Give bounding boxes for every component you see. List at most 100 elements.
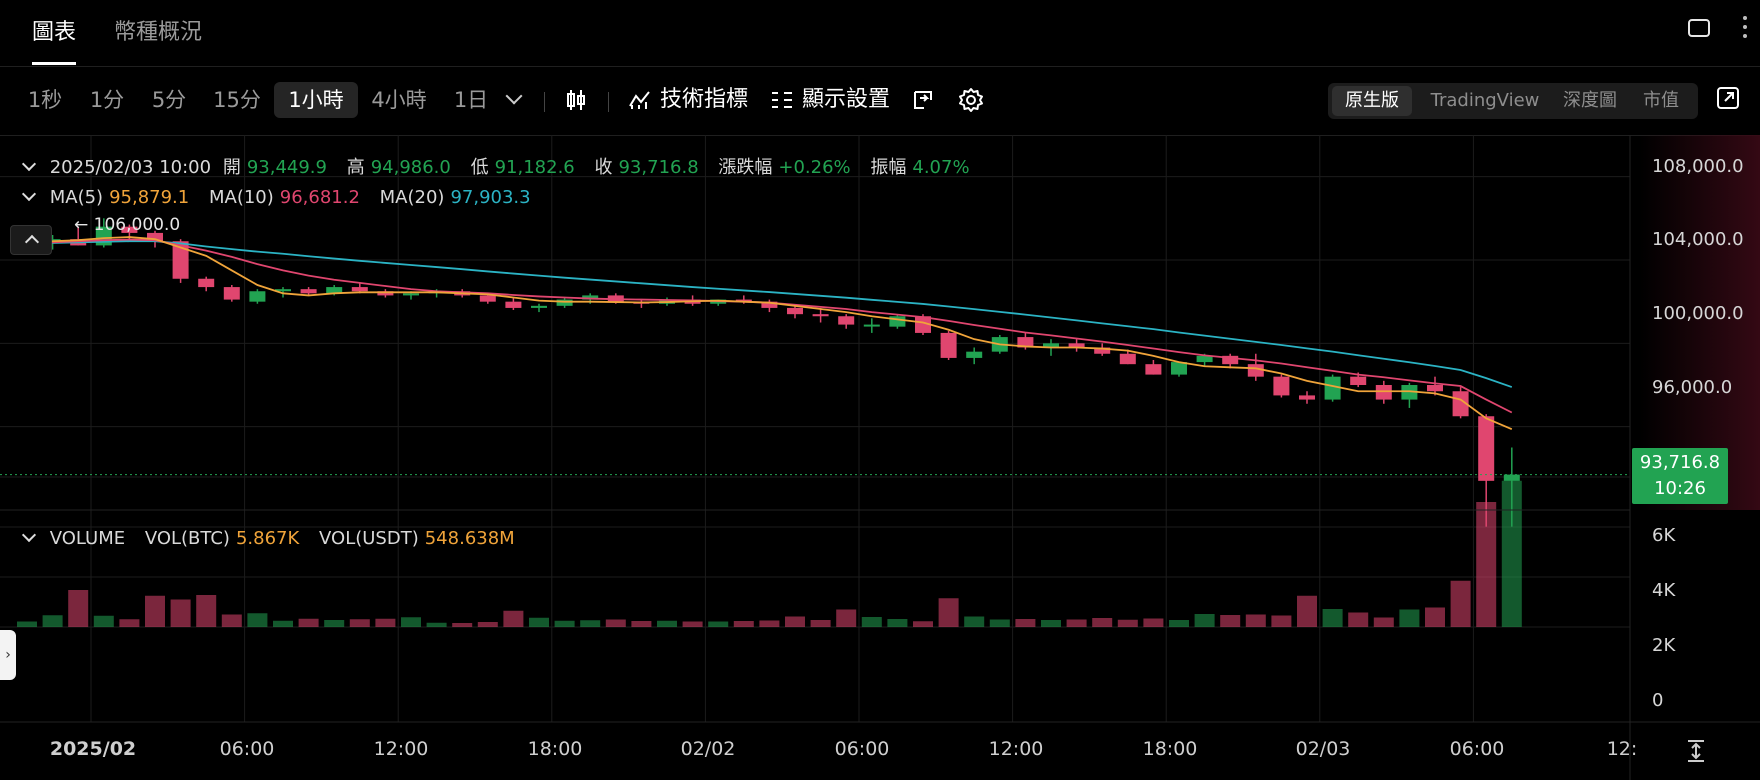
x-tick-label: 06:00 xyxy=(219,738,275,760)
view-depth[interactable]: 深度圖 xyxy=(1563,90,1617,111)
collapse-legend-icon[interactable] xyxy=(21,156,37,172)
y-tick-label: 96,000.0 xyxy=(1652,377,1733,398)
snapshot-button[interactable] xyxy=(912,82,944,118)
volume-legend: VOLUME VOL(BTC) 5.867K VOL(USDT) 548.638M xyxy=(20,527,529,549)
volume-bar xyxy=(1220,615,1241,627)
volume-bar xyxy=(170,599,191,627)
timeframe-1s[interactable]: 1秒 xyxy=(27,88,63,112)
active-tab-indicator xyxy=(32,62,76,65)
volume-bar xyxy=(1245,614,1266,627)
view-native[interactable]: 原生版 xyxy=(1332,86,1412,116)
candle-body xyxy=(787,307,803,315)
volume-bar xyxy=(324,620,345,627)
candlestick-chart[interactable] xyxy=(0,135,1760,780)
candle-body xyxy=(249,291,266,302)
candle-body xyxy=(505,301,522,308)
collapse-volume-icon[interactable] xyxy=(21,527,37,543)
candle-body xyxy=(863,324,880,327)
x-tick-label: 06:00 xyxy=(1449,738,1505,760)
candle-body xyxy=(838,316,855,325)
volume-bar xyxy=(1297,595,1317,627)
candle-body xyxy=(735,299,752,302)
volume-tick-label: 4K xyxy=(1652,580,1676,601)
view-market-cap[interactable]: 市值 xyxy=(1643,90,1679,111)
volume-bar xyxy=(861,617,882,627)
tab-chart[interactable]: 圖表 xyxy=(32,20,77,45)
volume-bar xyxy=(938,598,959,627)
volume-bar xyxy=(273,620,293,627)
ma5-value: 95,879.1 xyxy=(109,187,190,208)
volume-bar xyxy=(1322,609,1343,627)
timeframe-1m[interactable]: 1分 xyxy=(89,88,125,112)
volume-bar xyxy=(452,623,473,627)
candle-body xyxy=(198,278,215,288)
tab-coin-overview[interactable]: 幣種概況 xyxy=(114,20,203,45)
candle-body xyxy=(1452,391,1469,417)
settings-button[interactable] xyxy=(958,82,992,118)
collapse-ma-icon[interactable] xyxy=(21,186,37,202)
candle-body xyxy=(377,291,394,296)
last-price-tag: 93,716.8 10:26 xyxy=(1632,448,1728,504)
separator xyxy=(544,92,545,112)
volume-bar xyxy=(221,614,242,627)
x-tick-label: 12:00 xyxy=(988,738,1044,760)
more-vertical-icon[interactable] xyxy=(1743,16,1747,42)
candle-body xyxy=(1299,395,1315,400)
volume-bar xyxy=(1271,615,1292,627)
auto-scale-button[interactable] xyxy=(1686,739,1706,767)
volume-bar xyxy=(964,616,985,627)
chart-area[interactable]: 2025/02/03 10:00 開 93,449.9 高 94,986.0 低 91… xyxy=(0,135,1760,780)
open-value: 93,449.9 xyxy=(246,157,327,178)
close-value: 93,716.8 xyxy=(618,157,699,178)
display-settings-label: 顯示設置 xyxy=(802,87,891,112)
chart-type-button[interactable] xyxy=(564,82,596,118)
indicators-button[interactable]: 技術指標 xyxy=(628,82,748,118)
display-settings-button[interactable]: 顯示設置 xyxy=(770,82,890,118)
fullscreen-button[interactable] xyxy=(1716,86,1740,114)
volume-bar xyxy=(145,595,165,627)
candle-body xyxy=(147,232,163,242)
low-label: 低 xyxy=(470,157,489,178)
timeframe-1h[interactable]: 1小時 xyxy=(274,82,358,118)
volume-bar xyxy=(42,615,63,627)
layout-icon[interactable] xyxy=(1688,19,1710,37)
timeframe-1d[interactable]: 1日 xyxy=(453,88,489,112)
volume-bar xyxy=(1015,619,1036,627)
ma20-value: 97,903.3 xyxy=(450,187,531,208)
x-tick-label: 02/03 xyxy=(1295,738,1351,760)
volume-tick-label: 2K xyxy=(1652,635,1676,656)
view-tradingview[interactable]: TradingView xyxy=(1430,90,1540,111)
timeframe-more-chevron-icon[interactable] xyxy=(505,87,523,105)
top-bar: 圖表 幣種概況 xyxy=(0,0,1760,66)
volume-bar xyxy=(1399,609,1420,627)
volume-bar xyxy=(887,619,908,627)
candle-body xyxy=(1247,364,1264,377)
indicators-label: 技術指標 xyxy=(660,87,749,112)
side-panel-handle[interactable]: › xyxy=(0,630,16,680)
volume-bar xyxy=(836,609,857,627)
vertical-scale-icon xyxy=(1688,740,1704,762)
volume-bar xyxy=(1194,614,1215,627)
ma-legend: MA(5) 95,879.1 MA(10) 96,681.2 MA(20) 97,90… xyxy=(20,186,545,208)
candle-body xyxy=(300,289,317,294)
vol-usdt-value: 548.638M xyxy=(424,528,515,549)
candle-body xyxy=(1068,343,1085,348)
timeframe-15m[interactable]: 15分 xyxy=(213,88,261,112)
amplitude-label: 振幅 xyxy=(870,157,907,178)
ma20-line xyxy=(26,240,1513,388)
candle-body xyxy=(403,293,419,296)
candle-body xyxy=(1171,362,1187,375)
candle-body xyxy=(812,314,829,317)
collapse-panel-button[interactable] xyxy=(10,225,52,255)
high-label: 高 xyxy=(346,157,365,178)
candle-body xyxy=(1196,355,1213,363)
volume-bar xyxy=(657,620,677,627)
candle-body xyxy=(889,316,906,327)
volume-bar xyxy=(708,621,729,627)
candle-body xyxy=(1427,385,1443,392)
high-marker-value: 106,000.0 xyxy=(93,215,181,235)
timeframe-4h[interactable]: 4小時 xyxy=(371,88,427,112)
timeframe-5m[interactable]: 5分 xyxy=(151,88,187,112)
x-tick-label: 2025/02 xyxy=(49,738,137,760)
view-switcher: 原生版 TradingView 深度圖 市值 xyxy=(1328,83,1698,119)
